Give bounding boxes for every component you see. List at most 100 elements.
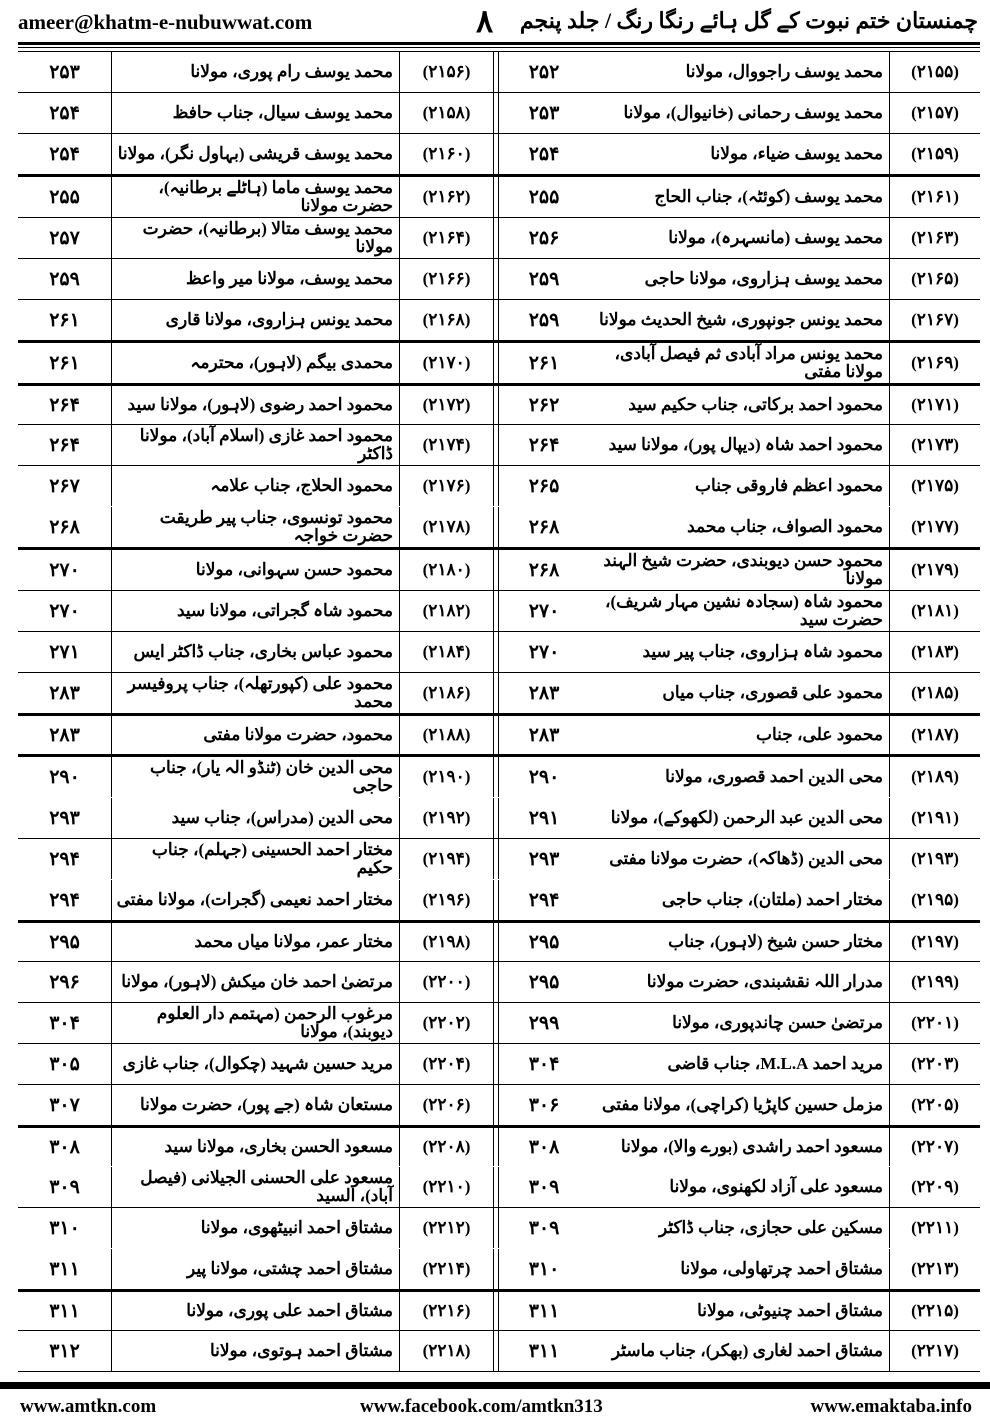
name-cell: محمود اعظم فاروقی جناب [589, 466, 890, 506]
column-divider [494, 1003, 499, 1043]
table-row: ۲۹۶ مرتضیٰ احمد خان میکش (لاہور)، مولانا(… [18, 961, 980, 1002]
table-row: ۲۸۳ محمود، حضرت مولانا مفتی (۲۱۸۸) ۲۸۳ محمود… [18, 713, 980, 754]
table-row: ۲۵۹ محمد یوسف، مولانا میر واعظ (۲۱۶۶) ۲۵۹ مح… [18, 258, 980, 299]
name-cell: محمد یوسف ہزاروی، مولانا حاجی [589, 259, 890, 299]
page-number-cell: ۳۱۱ [18, 1249, 112, 1289]
page-number-cell: ۳۱۱ [18, 1292, 112, 1330]
table-row: ۳۱۱ مشتاق احمد چشتی، مولانا پیر (۲۲۱۴) ۳۱۰ م… [18, 1248, 980, 1289]
page-number-cell: ۳۱۱ [528, 1340, 560, 1362]
page-number-cell: ۳۰۵ [18, 1044, 112, 1084]
index-table: ۲۵۳ محمد یوسف رام پوری، مولانا (۲۱۵۶) ۲۵۲ مح… [18, 51, 980, 1372]
name-cell: محمود عباس بخاری، جناب ڈاکٹر ایس [112, 632, 400, 672]
serial-number-cell: (۲۱۷۸) [400, 507, 494, 547]
table-row: ۳۰۸ مسعود الحسن بخاری، مولانا سید (۲۲۰۸) ۳۰… [18, 1125, 980, 1166]
name-cell: محمد یوسف ضیاء، مولانا [589, 134, 890, 174]
table-row: ۲۶۷ محمود الحلاج، جناب علامہ (۲۱۷۶) ۲۶۵ محمو… [18, 465, 980, 506]
name-cell: مسعود علی آزاد لکھنوی، مولانا [589, 1167, 890, 1207]
page-number-cell: ۲۶۴ [528, 434, 560, 456]
serial-number-cell: (۲۱۷۹) [911, 560, 959, 579]
page-number-cell: ۲۷۱ [18, 632, 112, 672]
page-number-cell: ۲۵۷ [18, 218, 112, 258]
name-cell: محمود، حضرت مولانا مفتی [112, 716, 400, 754]
serial-number-cell: (۲۱۸۶) [400, 673, 494, 713]
table-row: ۲۵۷ محمد یوسف متالا (برطانیہ)، حضرت مولان… [18, 217, 980, 258]
name-cell: مدرار اللہ نقشبندی، حضرت مولانا [589, 962, 890, 1002]
name-cell: مرید احمد M.L.A، جناب قاضی [589, 1044, 890, 1084]
table-row: ۳۰۴ مرغوب الرحمن (مہتمم دار العلوم دیوبند… [18, 1002, 980, 1043]
serial-number-cell: (۲۱۹۸) [400, 923, 494, 961]
page-number-cell: ۲۹۴ [528, 889, 560, 911]
name-cell: مزمل حسین کاپڑیا (کراچی)، مولانا مفتی [589, 1085, 890, 1125]
table-row: ۳۱۱ مشتاق احمد علی پوری، مولانا (۲۲۱۶) ۳۱۱ م… [18, 1289, 980, 1330]
footer: www.amtkn.com www.facebook.com/amtkn313 … [0, 1389, 990, 1425]
table-row: ۲۷۰ محمود حسن سہوانی، مولانا (۲۱۸۰) ۲۶۸ محمو… [18, 547, 980, 590]
table-row: ۲۷۰ محمود شاہ گجراتی، مولانا سید (۲۱۸۲) ۲۷۰… [18, 590, 980, 631]
name-cell: مختار احمد الحسینی (جہلم)، جناب حکیم [112, 839, 400, 879]
table-row: ۳۱۲ مشتاق احمد ہوتوی، مولانا (۲۲۱۸) ۳۱۱ مشتا… [18, 1330, 980, 1371]
name-cell: محمود شاہ گجراتی، مولانا سید [112, 591, 400, 631]
footer-link-amtkn[interactable]: www.amtkn.com [20, 1396, 157, 1417]
serial-number-cell: (۲۲۰۹) [911, 1177, 959, 1196]
serial-number-cell: (۲۱۷۷) [911, 517, 959, 536]
page-number-cell: ۲۸۳ [18, 673, 112, 713]
serial-number-cell: (۲۱۶۸) [400, 300, 494, 340]
name-cell: محمد یوسف، مولانا میر واعظ [112, 259, 400, 299]
name-cell: محمد یوسف سیال، جناب حافظ [112, 93, 400, 133]
page-number-cell: ۲۵۹ [18, 259, 112, 299]
name-cell: محمد یوسف قریشی (بہاول نگر)، مولانا [112, 134, 400, 174]
name-cell: محمود احمد غازی (اسلام آباد)، مولانا ڈاک… [112, 425, 400, 465]
column-divider [494, 343, 499, 383]
name-cell: محمد یونس ہزاروی، مولانا قاری [112, 300, 400, 340]
serial-number-cell: (۲۲۰۴) [400, 1044, 494, 1084]
serial-number-cell: (۲۱۹۰) [400, 757, 494, 797]
page-number-cell: ۲۷۰ [528, 600, 560, 622]
page-number-cell: ۲۶۱ [18, 343, 112, 383]
name-cell: مسعود الحسن بخاری، مولانا سید [112, 1128, 400, 1166]
page-number-cell: ۲۹۴ [18, 839, 112, 879]
page-number-cell: ۲۶۷ [18, 466, 112, 506]
column-divider [494, 1085, 499, 1125]
serial-number-cell: (۲۱۸۲) [400, 591, 494, 631]
name-cell: محمد یوسف راجووال، مولانا [589, 52, 890, 92]
page-number-cell: ۲۶۸ [528, 559, 560, 581]
name-cell: محمد یوسف ماما (ہاٹلے برطانیہ)، حضرت مول… [112, 177, 400, 217]
name-cell: محمود علی (کپورتھلہ)، جناب پروفیسر محمد [112, 673, 400, 713]
column-divider [494, 923, 499, 961]
page-number-cell: ۳۰۶ [528, 1094, 560, 1116]
serial-number-cell: (۲۱۹۳) [911, 849, 959, 868]
name-cell: مشتاق احمد علی پوری، مولانا [112, 1292, 400, 1330]
page-number-cell: ۲۸۳ [528, 724, 560, 746]
footer-link-emaktaba[interactable]: www.emaktaba.info [810, 1396, 972, 1417]
table-row: ۲۹۳ محی الدین (مدراس)، جناب سید (۲۱۹۲) ۲۹۱ م… [18, 797, 980, 838]
table-row: ۲۸۳ محمود علی (کپورتھلہ)، جناب پروفیسر مح… [18, 672, 980, 713]
column-divider [494, 1292, 499, 1330]
name-cell: مختار عمر، مولانا میاں محمد [112, 923, 400, 961]
name-cell: مشتاق احمد ہوتوی، مولانا [112, 1331, 400, 1371]
page-number-cell: ۳۰۸ [528, 1136, 560, 1158]
column-divider [494, 632, 499, 672]
table-row: ۲۵۳ محمد یوسف رام پوری، مولانا (۲۱۵۶) ۲۵۲ مح… [18, 51, 980, 92]
name-cell: محمد یوسف (کوئٹہ)، جناب الحاج [589, 177, 890, 217]
serial-number-cell: (۲۲۰۲) [400, 1003, 494, 1043]
name-cell: مرغوب الرحمن (مہتمم دار العلوم دیوبند)، … [112, 1003, 400, 1043]
serial-number-cell: (۲۱۷۵) [911, 476, 959, 495]
page-number-cell: ۲۶۴ [18, 386, 112, 424]
page-number-cell: ۲۶۲ [528, 394, 560, 416]
name-cell: مشتاق احمد انبیٹھوی، مولانا [112, 1208, 400, 1248]
serial-number-cell: (۲۱۸۵) [911, 683, 959, 702]
page-number-cell: ۲۵۹ [528, 268, 560, 290]
page-number-cell: ۲۵۵ [18, 177, 112, 217]
serial-number-cell: (۲۲۰۶) [400, 1085, 494, 1125]
column-divider [494, 591, 499, 631]
name-cell: محمود الحلاج، جناب علامہ [112, 466, 400, 506]
serial-number-cell: (۲۱۹۲) [400, 798, 494, 838]
footer-link-facebook[interactable]: www.facebook.com/amtkn313 [360, 1396, 603, 1417]
column-divider [494, 673, 499, 713]
page-number-cell: ۲۹۱ [528, 807, 560, 829]
table-row: ۲۹۴ مختار احمد الحسینی (جہلم)، جناب حکیم (… [18, 838, 980, 879]
column-divider [494, 880, 499, 920]
page-header: ameer@khatm-e-nubuwwat.com ۸ چمنستان ختم… [0, 0, 990, 51]
name-cell: مرید حسین شہید (چکوال)، جناب غازی [112, 1044, 400, 1084]
table-row: ۲۵۴ محمد یوسف قریشی (بہاول نگر)، مولانا (۲… [18, 133, 980, 174]
page-number-cell: ۳۰۹ [528, 1217, 560, 1239]
